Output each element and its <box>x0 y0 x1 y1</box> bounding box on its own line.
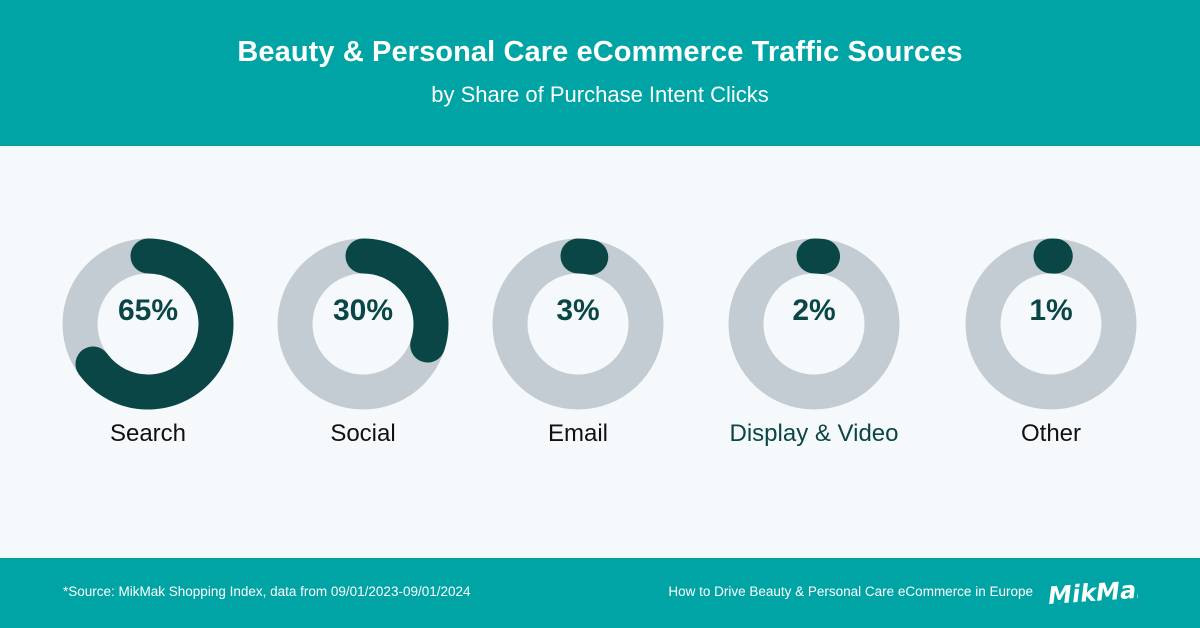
header-banner: Beauty & Personal Care eCommerce Traffic… <box>0 0 1200 146</box>
donut-svg <box>62 238 234 410</box>
donut-email: 3% Email <box>488 234 668 464</box>
chart-subtitle: by Share of Purchase Intent Clicks <box>431 82 769 107</box>
report-title: How to Drive Beauty & Personal Care eCom… <box>668 584 1033 599</box>
pct-label-search: 65% <box>117 294 179 327</box>
donut-arc-search <box>75 238 234 410</box>
category-label-search: Search <box>109 420 187 447</box>
donut-search: 65% Search <box>58 234 238 464</box>
chart-area: 65% Search 30% Social 3% Email 2% Displa… <box>0 146 1200 558</box>
pct-label-social: 30% <box>332 294 394 327</box>
donut-svg <box>492 238 664 410</box>
donut-svg <box>728 238 900 410</box>
donut-other: 1% Other <box>961 234 1141 464</box>
category-label-other: Other <box>1020 420 1082 447</box>
donut-svg <box>965 238 1137 410</box>
category-label-social: Social <box>330 420 396 447</box>
svg-text:MikMak: MikMak <box>1047 575 1138 610</box>
donut-arc-social <box>345 238 449 363</box>
donut-display-video: 2% Display & Video <box>724 234 904 464</box>
pct-label-other: 1% <box>1029 294 1073 327</box>
donut-arc-email <box>560 238 609 275</box>
category-label-email: Email <box>547 420 608 447</box>
pct-label-display-video: 2% <box>792 294 836 327</box>
donut-arc-display-video <box>796 238 841 275</box>
pct-label-email: 3% <box>556 294 600 327</box>
donut-svg <box>277 238 449 410</box>
source-note: *Source: MikMak Shopping Index, data fro… <box>63 584 471 599</box>
donut-social: 30% Social <box>273 234 453 464</box>
mikmak-logo-icon: MikMak <box>1047 575 1138 610</box>
category-label-display-video: Display & Video <box>729 420 899 447</box>
footer-banner: *Source: MikMak Shopping Index, data fro… <box>0 558 1200 628</box>
chart-title: Beauty & Personal Care eCommerce Traffic… <box>237 36 963 68</box>
